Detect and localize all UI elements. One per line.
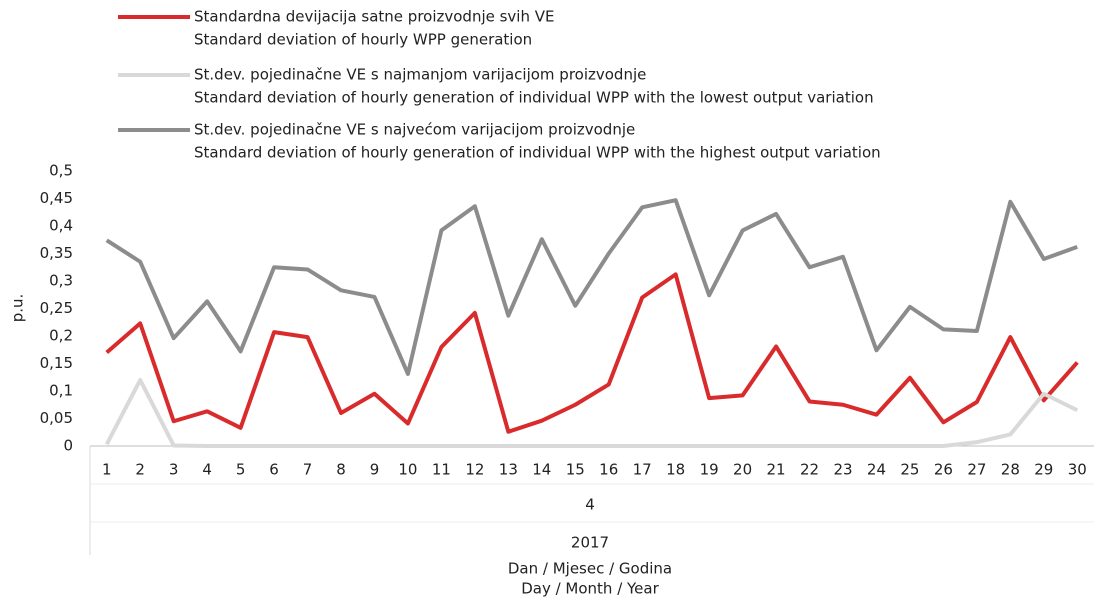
x-tick-label: 8 (336, 461, 346, 479)
y-axis-label: p.u. (9, 294, 27, 323)
x-tick-label: 25 (900, 461, 919, 479)
x-tick-label: 23 (833, 461, 852, 479)
y-tick-label: 0,25 (40, 299, 73, 317)
legend-label: St.dev. pojedinačne VE s najvećom varija… (194, 121, 635, 139)
year-label: 2017 (571, 534, 609, 552)
x-tick-label: 18 (666, 461, 685, 479)
x-tick-label: 4 (202, 461, 212, 479)
x-tick-label: 9 (370, 461, 380, 479)
x-tick-label: 7 (303, 461, 313, 479)
x-tick-label: 26 (934, 461, 953, 479)
y-tick-label: 0,45 (40, 189, 73, 207)
legend-label: St.dev. pojedinačne VE s najmanjom varij… (194, 66, 646, 84)
x-tick-label: 10 (398, 461, 417, 479)
y-tick-label: 0,2 (49, 327, 73, 345)
x-tick-label: 11 (432, 461, 451, 479)
legend-label: Standard deviation of hourly generation … (194, 89, 874, 107)
x-tick-label: 12 (465, 461, 484, 479)
x-axis-label: Dan / Mjesec / Godina (508, 560, 672, 578)
legend-label: Standard deviation of hourly WPP generat… (194, 31, 532, 49)
x-tick-label: 6 (269, 461, 279, 479)
legend-label: Standard deviation of hourly generation … (194, 144, 881, 162)
x-axis-label: Day / Month / Year (521, 580, 659, 598)
y-tick-label: 0,5 (49, 162, 73, 180)
x-tick-label: 30 (1068, 461, 1087, 479)
x-tick-label: 21 (767, 461, 786, 479)
x-tick-label: 15 (566, 461, 585, 479)
x-tick-label: 5 (236, 461, 246, 479)
x-tick-label: 29 (1034, 461, 1053, 479)
y-tick-label: 0 (63, 437, 73, 455)
y-tick-label: 0,1 (49, 382, 73, 400)
x-tick-label: 24 (867, 461, 886, 479)
x-tick-label: 28 (1001, 461, 1020, 479)
x-tick-label: 3 (169, 461, 179, 479)
x-tick-label: 14 (532, 461, 551, 479)
x-tick-label: 19 (700, 461, 719, 479)
x-tick-label: 16 (599, 461, 618, 479)
y-tick-label: 0,05 (40, 409, 73, 427)
y-tick-label: 0,35 (40, 244, 73, 262)
line-series (105, 198, 1078, 376)
month-label: 4 (585, 496, 595, 514)
x-tick-label: 2 (135, 461, 145, 479)
legend-label: Standardna devijacija satne proizvodnje … (194, 8, 555, 26)
x-tick-label: 17 (633, 461, 652, 479)
x-tick-label: 20 (733, 461, 752, 479)
line-series (105, 272, 1079, 434)
line-series (104, 378, 1079, 448)
y-tick-label: 0,4 (49, 217, 73, 235)
y-tick-label: 0,15 (40, 354, 73, 372)
x-tick-label: 1 (102, 461, 112, 479)
y-tick-label: 0,3 (49, 272, 73, 290)
x-tick-label: 22 (800, 461, 819, 479)
x-tick-label: 27 (967, 461, 986, 479)
x-tick-label: 13 (499, 461, 518, 479)
